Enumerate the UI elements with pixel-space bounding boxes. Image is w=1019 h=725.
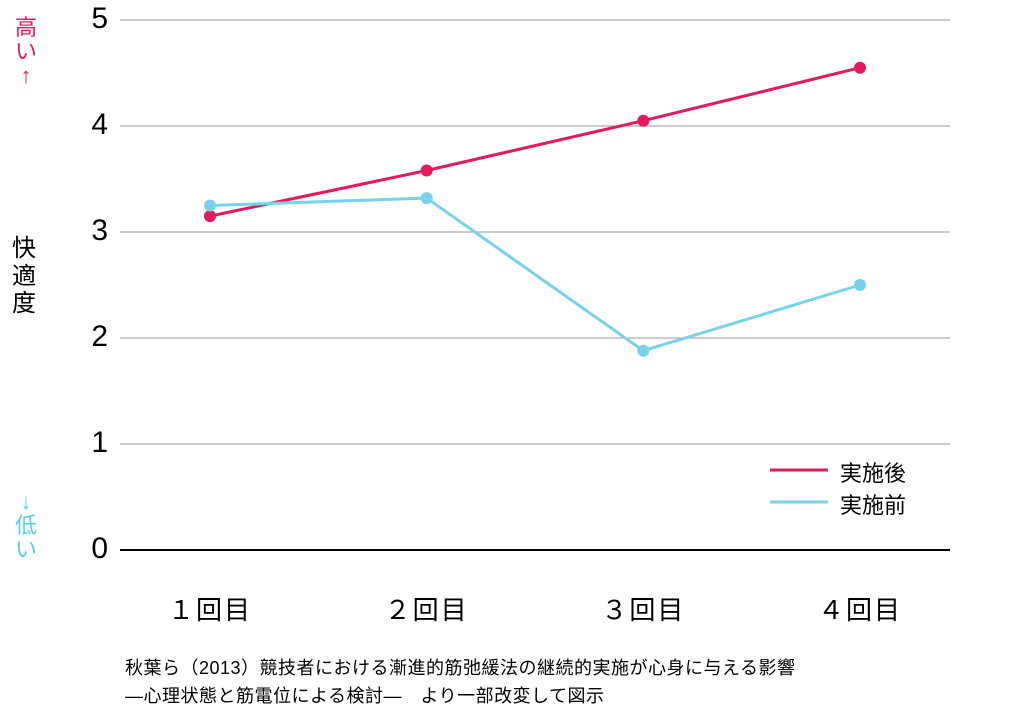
y-tick-label: 4 <box>80 108 108 142</box>
legend-label-実施前: 実施前 <box>840 488 906 520</box>
caption-line-2: ―心理状態と筋電位による検討― より一部改変して図示 <box>125 683 796 711</box>
y-tick-label: 5 <box>80 2 108 36</box>
x-tick-label: ４回目 <box>810 590 910 627</box>
chart-caption: 秋葉ら（2013）競技者における漸進的筋弛緩法の継続的実施が心身に与える影響 ―… <box>125 655 796 711</box>
y-tick-label: 1 <box>80 426 108 460</box>
y-high-annotation: 高い ↑ <box>14 16 38 89</box>
chart-stage: { "chart": { "type": "line", "background… <box>0 0 1019 725</box>
x-tick-label: ３回目 <box>593 590 693 627</box>
series-line-実施前 <box>210 198 860 351</box>
series-marker-実施前 <box>637 345 649 357</box>
x-tick-label: １回目 <box>160 590 260 627</box>
y-tick-label: 3 <box>80 214 108 248</box>
y-high-arrow: ↑ <box>14 64 38 88</box>
series-marker-実施前 <box>204 200 216 212</box>
series-marker-実施後 <box>637 115 649 127</box>
series-marker-実施後 <box>421 165 433 177</box>
series-marker-実施前 <box>421 192 433 204</box>
x-tick-label: ２回目 <box>377 590 477 627</box>
y-axis-label: 快 適 度 <box>10 235 38 318</box>
series-marker-実施後 <box>854 62 866 74</box>
legend-label-実施後: 実施後 <box>840 456 906 488</box>
y-low-text: 低い <box>14 514 38 562</box>
series-marker-実施前 <box>854 279 866 291</box>
y-low-arrow: ↓ <box>14 490 38 514</box>
y-tick-label: 0 <box>80 532 108 566</box>
y-tick-label: 2 <box>80 320 108 354</box>
series-line-実施後 <box>210 68 860 216</box>
series-marker-実施後 <box>204 210 216 222</box>
y-low-annotation: ↓ 低い <box>14 490 38 563</box>
caption-line-1: 秋葉ら（2013）競技者における漸進的筋弛緩法の継続的実施が心身に与える影響 <box>125 655 796 683</box>
y-high-text: 高い <box>14 16 38 64</box>
